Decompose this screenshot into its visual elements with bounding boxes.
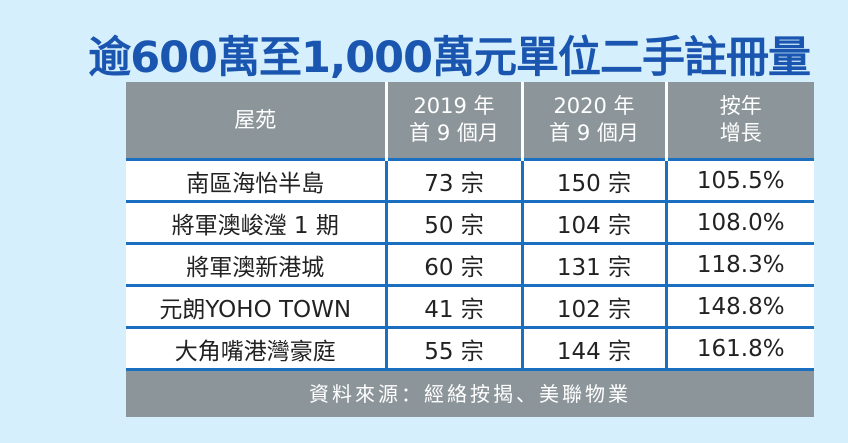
- header-2019-line2: 首 9 個月: [409, 121, 499, 145]
- source-note: 資料來源：經絡按揭、美聯物業: [126, 371, 814, 417]
- header-estate-label: 屋苑: [234, 107, 277, 132]
- cell-growth: 108.0%: [664, 201, 814, 245]
- table-row: 南區海怡半島 73 宗 150 宗 105.5%: [126, 158, 814, 203]
- header-growth-line1: 按年: [719, 94, 762, 118]
- table-header: 屋苑 2019 年 首 9 個月 2020 年 首 9 個月 按年 增長: [126, 82, 814, 160]
- cell-2019: 41 宗: [384, 285, 522, 329]
- header-2019: 2019 年 首 9 個月: [384, 82, 522, 160]
- header-2020: 2020 年 首 9 個月: [520, 82, 666, 160]
- header-growth: 按年 增長: [664, 82, 814, 160]
- cell-estate: 將軍澳峻瀅 1 期: [126, 201, 386, 245]
- cell-2019: 50 宗: [384, 201, 522, 245]
- cell-2020: 104 宗: [520, 201, 666, 245]
- cell-2020: 150 宗: [520, 158, 666, 203]
- page-title: 逾600萬至1,000萬元單位二手註冊量: [88, 33, 811, 83]
- registration-table: 屋苑 2019 年 首 9 個月 2020 年 首 9 個月 按年 增長 南區海…: [126, 82, 814, 371]
- header-growth-line2: 增長: [719, 121, 762, 145]
- table-row: 元朗YOHO TOWN 41 宗 102 宗 148.8%: [126, 285, 814, 329]
- cell-estate: 大角嘴港灣豪庭: [126, 327, 386, 371]
- cell-2019: 73 宗: [384, 158, 522, 203]
- cell-2019: 60 宗: [384, 243, 522, 287]
- cell-growth: 118.3%: [664, 243, 814, 287]
- header-2019-line1: 2019 年: [413, 94, 495, 118]
- header-row: 屋苑 2019 年 首 9 個月 2020 年 首 9 個月 按年 增長: [126, 82, 814, 160]
- cell-2020: 131 宗: [520, 243, 666, 287]
- cell-growth: 161.8%: [664, 327, 814, 371]
- table-row: 將軍澳峻瀅 1 期 50 宗 104 宗 108.0%: [126, 201, 814, 245]
- cell-estate: 將軍澳新港城: [126, 243, 386, 287]
- cell-growth: 105.5%: [664, 158, 814, 203]
- header-2020-line2: 首 9 個月: [549, 121, 639, 145]
- table-row: 大角嘴港灣豪庭 55 宗 144 宗 161.8%: [126, 327, 814, 371]
- cell-2019: 55 宗: [384, 327, 522, 371]
- cell-2020: 102 宗: [520, 285, 666, 329]
- header-estate: 屋苑: [126, 82, 386, 160]
- cell-estate: 南區海怡半島: [126, 158, 386, 203]
- table-body: 南區海怡半島 73 宗 150 宗 105.5% 將軍澳峻瀅 1 期 50 宗 …: [126, 158, 814, 371]
- header-2020-line1: 2020 年: [553, 94, 635, 118]
- registration-table-container: 屋苑 2019 年 首 9 個月 2020 年 首 9 個月 按年 增長 南區海…: [126, 82, 814, 417]
- cell-estate: 元朗YOHO TOWN: [126, 285, 386, 329]
- cell-growth: 148.8%: [664, 285, 814, 329]
- cell-2020: 144 宗: [520, 327, 666, 371]
- table-row: 將軍澳新港城 60 宗 131 宗 118.3%: [126, 243, 814, 287]
